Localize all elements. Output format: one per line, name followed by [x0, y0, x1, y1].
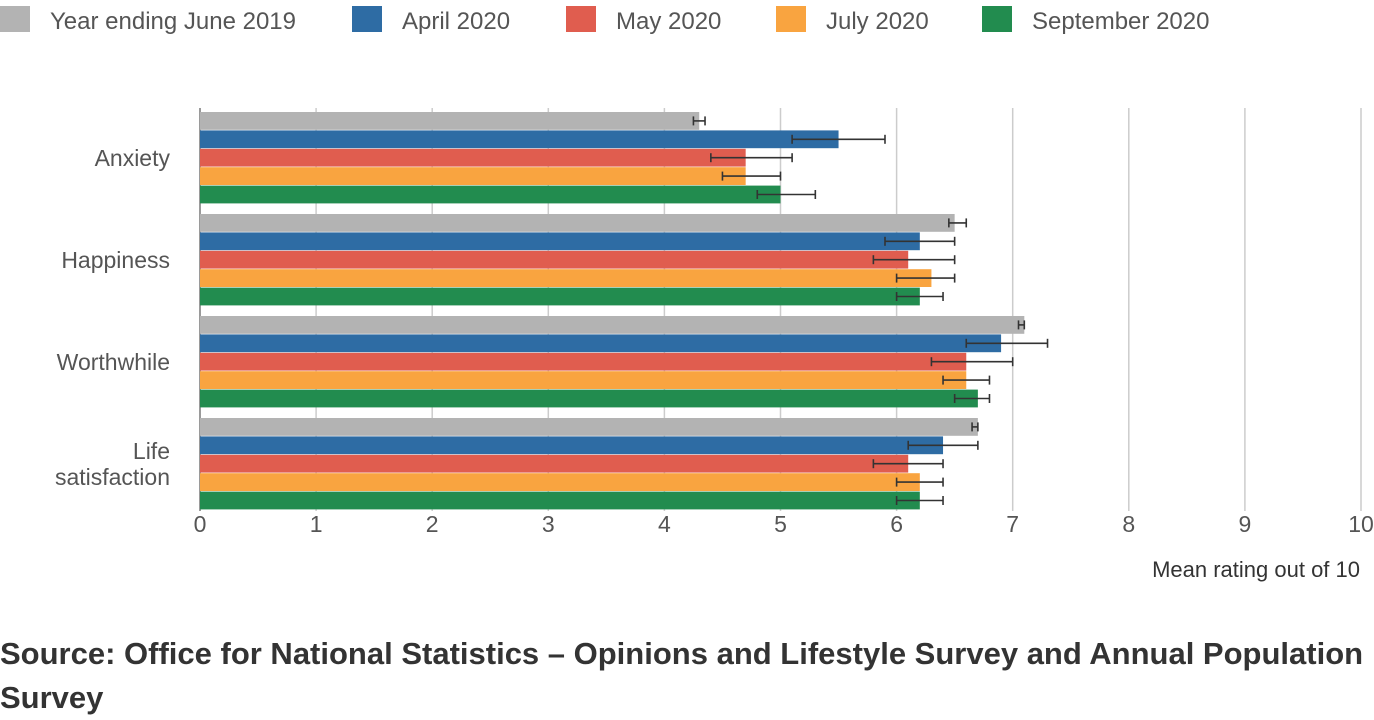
- category-label-worthwhile: Worthwhile: [57, 349, 170, 375]
- error-bars: [692, 116, 1049, 505]
- bar-worthwhile-september-2020: [200, 389, 978, 408]
- error-bar-worthwhile-september-2020: [953, 394, 991, 403]
- x-tick-label-8: 8: [1122, 511, 1135, 537]
- bar-worthwhile-july-2020: [200, 371, 967, 389]
- bar-life-satisfaction-may-2020: [200, 454, 909, 473]
- error-bar-life-satisfaction-year-ending-june-2019: [971, 422, 979, 432]
- source-note: Source: Office for National Statistics –…: [0, 636, 1364, 715]
- bar-worthwhile-april-2020: [200, 334, 1002, 353]
- x-tick-label-1: 1: [310, 511, 323, 537]
- error-bar-worthwhile-year-ending-june-2019: [1017, 320, 1026, 330]
- x-tick-label-7: 7: [1006, 511, 1019, 537]
- x-tick-label-5: 5: [774, 511, 787, 537]
- x-tick-labels: 0 1 2 3 4 5 6 7 8 9 10: [194, 511, 1374, 537]
- legend-label-september-2020: September 2020: [1032, 8, 1209, 35]
- bar-anxiety-year-ending-june-2019: [200, 112, 700, 130]
- legend-swatch-may-2020: [566, 6, 596, 32]
- x-tick-label-0: 0: [194, 511, 207, 537]
- error-bar-anxiety-july-2020: [721, 171, 782, 181]
- legend: Year ending June 2019 April 2020 May 2020 J…: [0, 6, 1209, 35]
- category-label-anxiety: Anxiety: [95, 145, 171, 171]
- legend-label-may-2020: May 2020: [616, 8, 721, 35]
- error-bar-worthwhile-april-2020: [965, 338, 1049, 348]
- error-bar-worthwhile-may-2020: [930, 357, 1014, 367]
- error-bar-life-satisfaction-april-2020: [907, 440, 979, 450]
- bars: [200, 112, 1025, 510]
- legend-swatch-september-2020: [982, 6, 1012, 32]
- chart: Year ending June 2019 April 2020 May 2020 J…: [0, 6, 1374, 582]
- bar-worthwhile-may-2020: [200, 352, 967, 371]
- x-tick-label-3: 3: [542, 511, 555, 537]
- error-bar-worthwhile-july-2020: [942, 375, 991, 385]
- bar-anxiety-september-2020: [200, 185, 781, 204]
- error-bar-anxiety-may-2020: [710, 153, 793, 163]
- legend-swatch-april-2020: [352, 6, 382, 32]
- bar-life-satisfaction-july-2020: [200, 473, 920, 491]
- error-bar-life-satisfaction-september-2020: [895, 496, 944, 505]
- error-bar-happiness-year-ending-june-2019: [948, 218, 968, 228]
- error-bar-life-satisfaction-may-2020: [872, 459, 944, 469]
- x-tick-label-4: 4: [658, 511, 671, 537]
- bar-happiness-september-2020: [200, 287, 920, 306]
- bar-life-satisfaction-year-ending-june-2019: [200, 418, 978, 436]
- bar-anxiety-may-2020: [200, 148, 746, 167]
- legend-swatch-year-ending-june-2019: [0, 6, 30, 32]
- bar-anxiety-april-2020: [200, 130, 839, 149]
- error-bar-anxiety-april-2020: [791, 134, 886, 144]
- bar-life-satisfaction-april-2020: [200, 436, 944, 455]
- x-tick-label-6: 6: [890, 511, 903, 537]
- bar-worthwhile-year-ending-june-2019: [200, 316, 1025, 334]
- bar-life-satisfaction-september-2020: [200, 491, 920, 510]
- x-axis-title: Mean rating out of 10: [1152, 557, 1360, 582]
- x-tick-label-9: 9: [1239, 511, 1252, 537]
- bar-happiness-july-2020: [200, 269, 932, 287]
- category-labels: Anxiety Happiness Worthwhile Life satisfacti…: [55, 145, 171, 490]
- error-bar-anxiety-september-2020: [756, 190, 817, 199]
- error-bar-happiness-july-2020: [895, 273, 956, 283]
- category-label-life-satisfaction: Life satisfaction: [55, 438, 170, 490]
- x-tick-label-10: 10: [1348, 511, 1374, 537]
- bar-happiness-april-2020: [200, 232, 920, 251]
- legend-label-year-ending-june-2019: Year ending June 2019: [50, 8, 296, 35]
- legend-label-april-2020: April 2020: [402, 8, 510, 35]
- category-label-happiness: Happiness: [61, 247, 170, 273]
- error-bar-happiness-september-2020: [895, 292, 944, 301]
- error-bar-life-satisfaction-july-2020: [895, 477, 944, 487]
- x-tick-label-2: 2: [426, 511, 439, 537]
- legend-swatch-july-2020: [776, 6, 806, 32]
- error-bar-anxiety-year-ending-june-2019: [692, 116, 706, 126]
- bar-anxiety-july-2020: [200, 167, 746, 185]
- error-bar-happiness-april-2020: [884, 236, 956, 246]
- error-bar-happiness-may-2020: [872, 255, 956, 265]
- legend-label-july-2020: July 2020: [826, 8, 929, 35]
- bar-happiness-year-ending-june-2019: [200, 214, 955, 232]
- bar-happiness-may-2020: [200, 250, 909, 269]
